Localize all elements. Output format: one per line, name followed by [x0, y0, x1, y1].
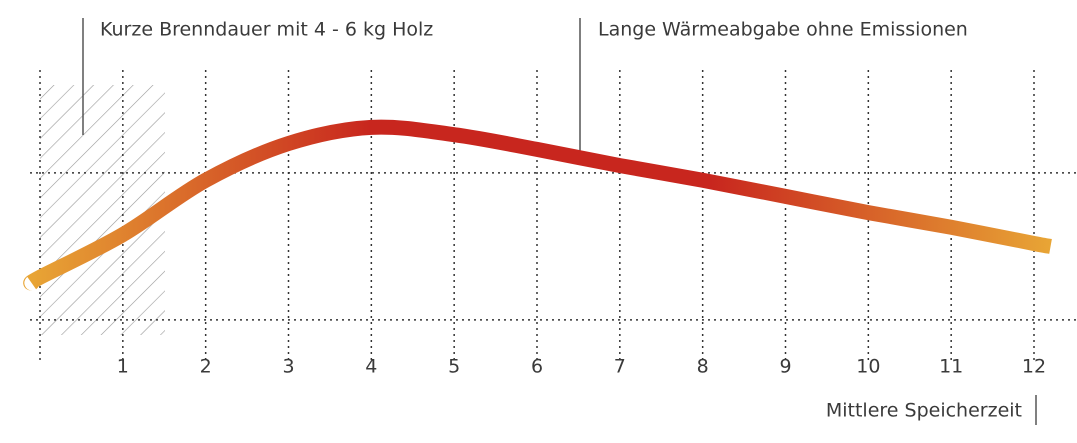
x-tick-label: 7: [614, 356, 626, 378]
curve: [23, 119, 1052, 291]
x-tick-label: 8: [697, 356, 709, 378]
x-tick-label: 3: [282, 356, 294, 378]
x-tick-label: 12: [1022, 356, 1046, 378]
x-tick-label: 9: [779, 356, 791, 378]
x-tick-label: 5: [448, 356, 460, 378]
x-tick-label: 6: [531, 356, 543, 378]
x-tick-label: 2: [200, 356, 212, 378]
annotation: Kurze Brenndauer mit 4 - 6 kg Holz: [100, 19, 433, 41]
x-tick-label: 10: [856, 356, 880, 378]
x-tick-label: 11: [939, 356, 963, 378]
x-axis-label: Mittlere Speicherzeit: [826, 400, 1022, 422]
x-tick-label: 4: [365, 356, 377, 378]
x-tick-label: 1: [117, 356, 129, 378]
hatched-area: [40, 85, 165, 335]
annotation: Lange Wärmeabgabe ohne Emissionen: [598, 19, 968, 41]
